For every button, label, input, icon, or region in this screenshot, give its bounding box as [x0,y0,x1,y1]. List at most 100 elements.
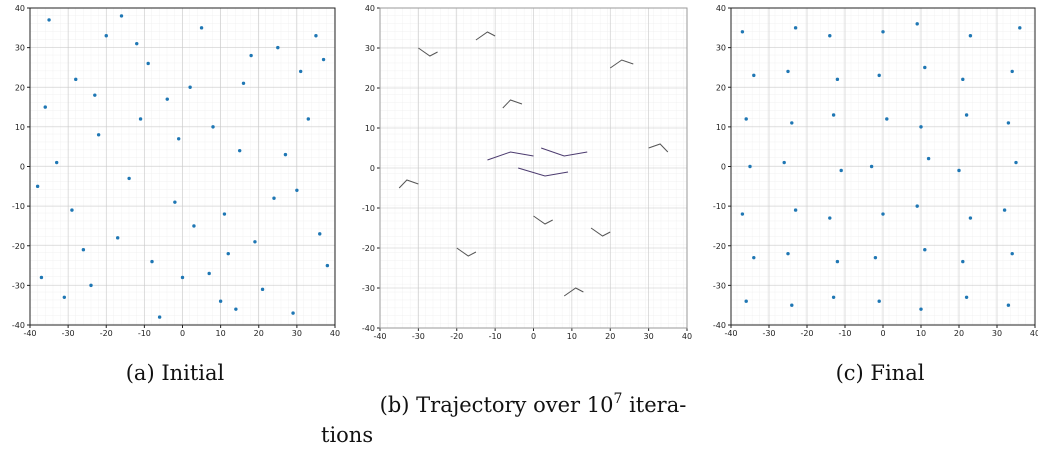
trajectory [533,215,553,225]
point [295,188,299,192]
point [740,30,745,34]
x-tick-label: -40 [724,329,737,338]
caption: (b) Trajectory over 107 itera- [380,391,687,417]
y-tick-label: 20 [716,83,726,92]
x-tick-label: 10 [216,329,226,338]
point [869,164,874,169]
x-tick-label: 40 [330,329,340,338]
point [321,57,326,62]
y-tick-label: 30 [716,44,726,53]
point [961,77,965,82]
caption: (c) Final [836,361,925,385]
caption: tions [321,423,373,447]
panel: -40 -30 -20 -10 0 10 20 30 40 -40 -30 -20 -10 0 10 20 30… [713,4,1038,385]
trajectory [475,31,496,41]
trajectory [590,227,611,237]
point [786,69,790,74]
point [47,18,51,22]
point [138,117,143,121]
point [923,248,927,252]
point [218,299,223,303]
y-tick-label: 10 [716,123,726,132]
x-tick-label: -10 [489,332,502,341]
y-tick-label: 0 [20,163,25,172]
x-tick-label: -30 [762,329,775,338]
point [926,156,931,161]
point [919,125,923,129]
point [790,121,794,125]
point [199,26,204,30]
point [39,275,44,280]
y-tick-label: -30 [12,281,25,290]
x-tick-label: 30 [644,332,654,341]
point [81,248,86,252]
y-tick-label: 10 [15,123,25,132]
point [1006,121,1011,125]
point [915,204,919,208]
y-tick-label: 0 [370,164,375,173]
point [234,307,238,311]
y-tick-label: 40 [15,4,25,13]
x-tick-label: -10 [138,329,151,338]
plot-frame [730,7,1036,326]
point [96,133,101,137]
x-tick-label: 20 [605,332,615,341]
point [253,240,257,244]
y-tick-label: 0 [721,163,726,172]
point [752,73,756,78]
point [241,81,246,85]
y-tick-label: -10 [12,202,25,211]
x-tick-label: 40 [682,332,692,341]
y-tick-label: -20 [362,244,375,253]
point [188,85,192,89]
y-tick-label: -10 [362,204,375,213]
x-tick-label: 10 [916,329,926,338]
y-tick-label: 30 [15,44,25,53]
point [222,212,227,216]
point [968,216,973,220]
x-tick-label: 10 [567,332,577,341]
x-tick-label: -20 [100,329,113,338]
point [272,196,276,200]
point [919,307,923,311]
trajectory [648,143,669,153]
point [828,34,832,38]
point [43,105,47,109]
x-tick-label: 0 [180,329,185,338]
point [1018,26,1022,30]
point [877,299,881,303]
point [157,315,162,319]
panel: -40 -30 -20 -10 0 10 20 30 40 -40 -30 -20 -10 0 10 20 30… [321,4,692,447]
x-tick-label: 30 [292,329,302,338]
y-tick-label: -40 [713,321,726,330]
x-tick-label: -20 [450,332,463,341]
point [831,113,836,117]
y-tick-label: 20 [15,83,25,92]
trajectory [563,287,584,297]
point [835,259,840,264]
point [74,77,78,82]
x-tick-label: -10 [838,329,851,338]
point [1006,303,1011,307]
point [165,97,169,101]
x-tick-label: -30 [62,329,75,338]
point [881,30,885,34]
y-tick-label: -40 [12,321,25,330]
point [306,117,311,121]
x-tick-label: 20 [254,329,264,338]
point [873,255,878,260]
x-tick-label: -40 [23,329,36,338]
point [180,275,185,280]
point [115,236,120,240]
point [93,93,97,97]
trajectory [456,247,477,257]
point [211,125,215,129]
point [835,77,840,82]
point [793,26,798,30]
x-tick-label: -30 [412,332,425,341]
point [318,232,322,236]
point [1002,208,1007,212]
point [70,208,74,212]
y-tick-label: -30 [362,284,375,293]
